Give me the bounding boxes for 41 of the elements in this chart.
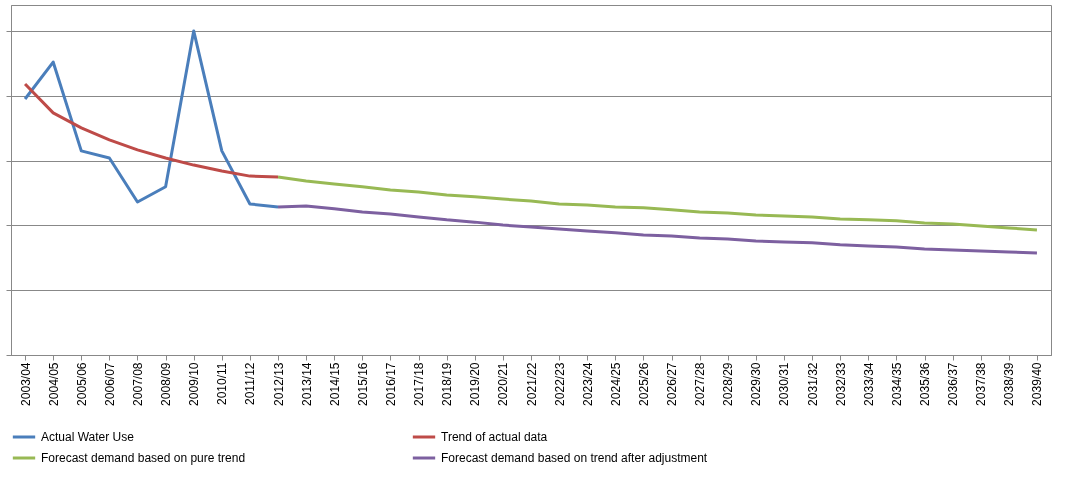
x-tick-label: 2032/33 [833, 362, 848, 406]
x-tick-label: 2028/29 [721, 362, 736, 406]
x-tick-label: 2017/18 [412, 362, 427, 406]
x-tick-label: 2030/31 [777, 362, 792, 406]
legend-label: Actual Water Use [41, 430, 135, 444]
x-tick-label: 2038/39 [1002, 362, 1017, 406]
x-tick-label: 2014/15 [327, 362, 342, 406]
x-tick-label: 2037/38 [974, 362, 989, 406]
x-tick-label: 2029/30 [749, 362, 764, 406]
x-tick-label: 2003/04 [18, 362, 33, 406]
x-tick-label: 2020/21 [496, 362, 511, 406]
x-tick-label: 2004/05 [46, 362, 61, 406]
x-tick-label: 2005/06 [74, 362, 89, 406]
x-tick-label: 2007/08 [130, 362, 145, 406]
x-tick-label: 2031/32 [805, 362, 820, 406]
x-tick-label: 2036/37 [946, 362, 961, 406]
x-tick-label: 2010/11 [215, 362, 230, 405]
x-tick-label: 2013/14 [299, 362, 314, 406]
x-tick-label: 2018/19 [440, 362, 455, 406]
x-tick-label: 2025/26 [636, 362, 651, 406]
x-tick-label: 2008/09 [159, 362, 174, 406]
legend-label: Trend of actual data [441, 430, 548, 444]
x-tick-label: 2033/34 [861, 362, 876, 406]
x-tick-label: 2039/40 [1030, 362, 1045, 406]
x-tick-label: 2021/22 [524, 362, 539, 406]
x-tick-label: 2027/28 [693, 362, 708, 406]
x-tick-label: 2011/12 [243, 362, 258, 405]
x-tick-label: 2009/10 [187, 362, 202, 406]
x-tick-label: 2035/36 [918, 362, 933, 406]
x-tick-label: 2019/20 [468, 362, 483, 406]
x-tick-label: 2006/07 [102, 362, 117, 406]
x-tick-label: 2015/16 [355, 362, 370, 406]
x-tick-label: 2016/17 [383, 362, 398, 406]
x-tick-label: 2022/23 [552, 362, 567, 406]
x-tick-label: 2024/25 [608, 362, 623, 406]
x-tick-label: 2034/35 [889, 362, 904, 406]
x-tick-label: 2026/27 [665, 362, 680, 406]
legend-label: Forecast demand based on pure trend [41, 451, 246, 465]
x-tick-label: 2023/24 [580, 362, 595, 406]
x-tick-label: 2012/13 [271, 362, 286, 406]
legend-label: Forecast demand based on trend after adjustment [441, 451, 708, 465]
